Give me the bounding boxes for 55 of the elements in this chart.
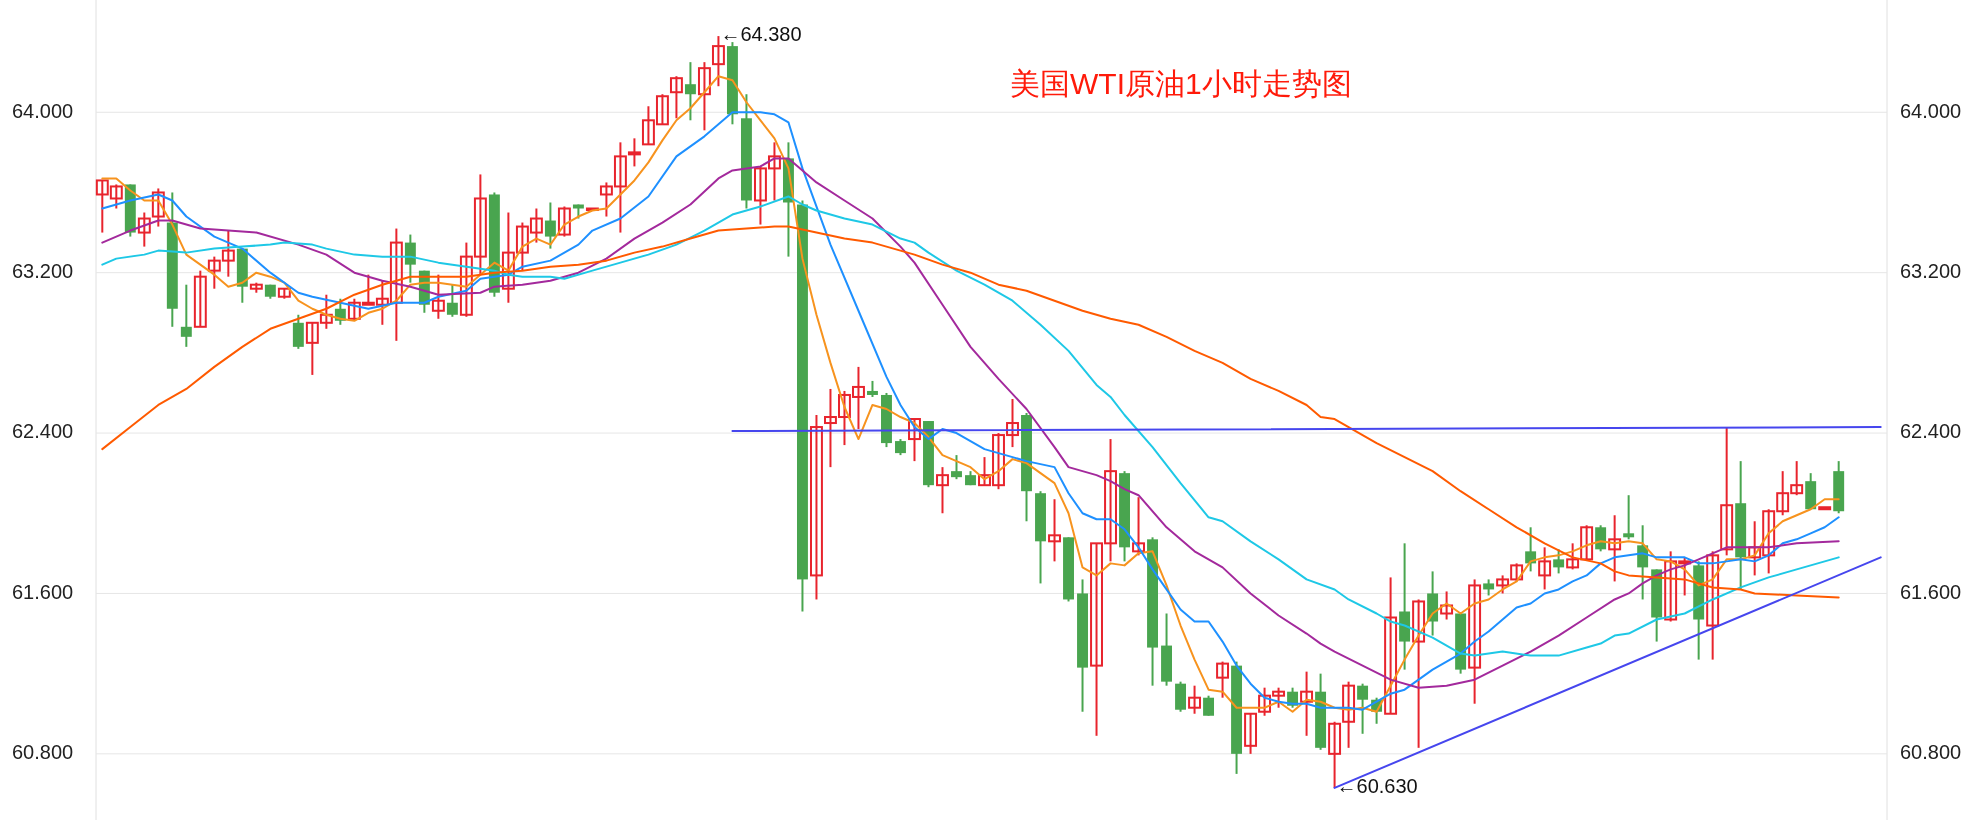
candlestick — [151, 187, 165, 228]
y-tick-label: 61.600 — [12, 580, 74, 603]
candlestick — [1608, 514, 1622, 583]
candlestick — [1328, 720, 1342, 789]
candlestick — [1468, 578, 1482, 705]
candlestick — [1538, 546, 1552, 591]
line-series — [101, 225, 1840, 599]
candlestick — [1357, 682, 1369, 735]
candlestick — [1566, 542, 1580, 571]
candlestick — [544, 201, 556, 250]
candlestick — [936, 466, 949, 515]
candlestick — [1595, 524, 1607, 553]
candlestick — [1623, 494, 1635, 541]
candlestick — [810, 414, 823, 601]
candlestick — [404, 233, 416, 284]
candlestick — [1412, 598, 1426, 749]
y2-tick-label: 61.600 — [1900, 580, 1962, 603]
y2-tick-label: 60.800 — [1900, 741, 1962, 764]
annotation: ←64.380 — [720, 23, 802, 46]
candlestick — [1384, 576, 1398, 715]
candlestick — [1720, 426, 1734, 557]
candlestick — [1580, 524, 1594, 561]
candlestick — [1132, 496, 1145, 557]
candlestick — [446, 283, 458, 318]
candlestick — [1553, 548, 1565, 575]
candlestick — [1342, 680, 1356, 749]
candlestick — [431, 273, 445, 320]
candlestick — [1300, 670, 1314, 737]
candlestick — [627, 137, 641, 168]
candlestick — [1203, 694, 1215, 717]
candlestick — [1188, 684, 1201, 715]
y2-tick-label: 62.400 — [1900, 420, 1962, 443]
candlestick — [669, 75, 683, 120]
text: 美国WTI原油1小时走势图 — [1010, 67, 1352, 100]
annotation: ←60.630 — [1336, 775, 1418, 798]
y-tick-label: 64.000 — [12, 99, 74, 122]
candlestick — [137, 211, 151, 248]
candlestick — [1706, 550, 1720, 661]
candlestick — [180, 283, 192, 348]
candlestick — [1216, 660, 1230, 699]
candlestick — [684, 61, 696, 122]
y2-tick-label: 63.200 — [1900, 259, 1962, 282]
y-tick-label: 60.800 — [12, 741, 74, 764]
candlestick — [193, 269, 207, 328]
y2-tick-label: 64.000 — [1900, 99, 1962, 122]
candlestick — [951, 454, 962, 481]
y-tick-label: 63.200 — [12, 259, 74, 282]
candlestick — [908, 418, 921, 463]
candlestick — [697, 61, 711, 132]
candlestick — [557, 205, 571, 238]
candlestick — [711, 35, 725, 88]
candlestick — [1440, 590, 1454, 621]
candlestick — [1244, 712, 1258, 755]
candlestick — [1048, 498, 1061, 563]
y-tick-label: 62.400 — [12, 420, 74, 443]
